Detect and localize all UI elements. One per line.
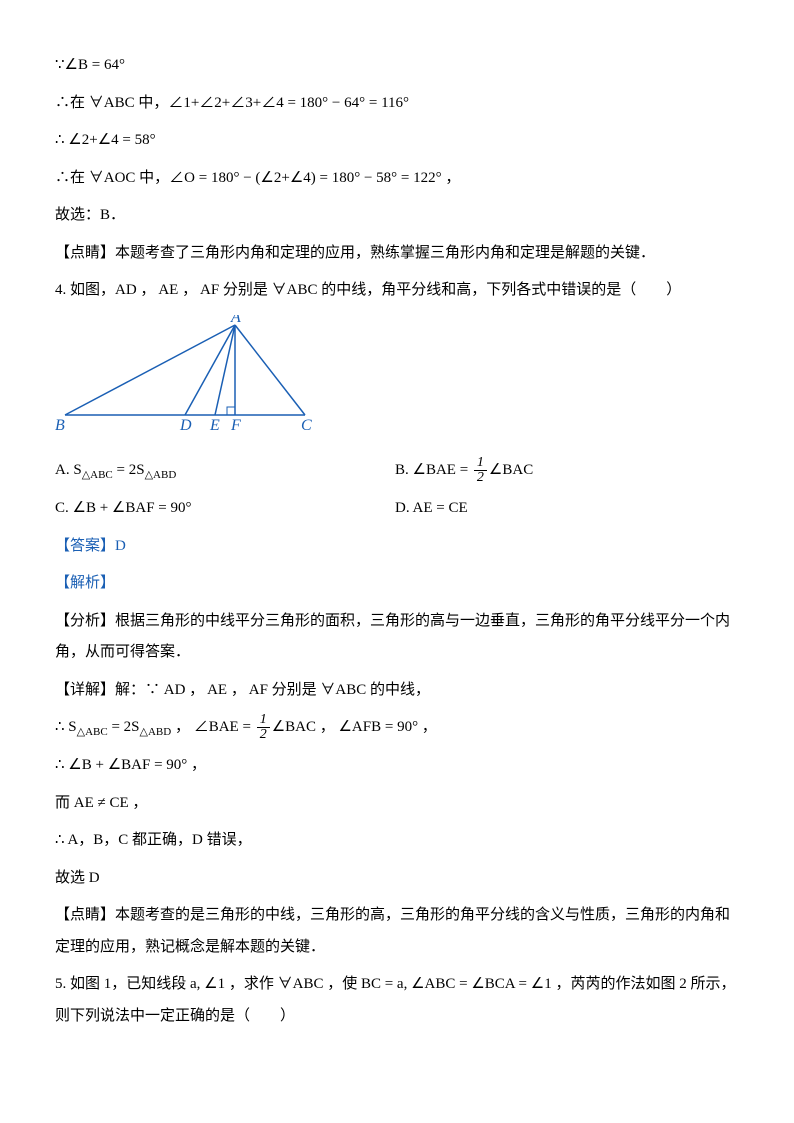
xiangjie: 【详解】解：∵ AD ， AE ， AF 分别是 ∀ABC 的中线， <box>55 675 739 707</box>
math-line: ∴在 ∀AOC 中，∠O = 180° − (∠2+∠4) = 180° − 5… <box>55 163 739 195</box>
frac-num-2: 1 <box>257 713 270 727</box>
frac-den-2: 2 <box>257 727 270 742</box>
equation-5: 故选 D <box>55 863 739 895</box>
math-line: ∴在 ∀ABC 中，∠1+∠2+∠3+∠4 = 180° − 64° = 116… <box>55 88 739 120</box>
eq1-mid: = 2S <box>108 719 140 735</box>
eq1-sub1: △ABC <box>77 726 108 738</box>
svg-text:A: A <box>230 315 241 326</box>
option-a-mid: = 2S <box>113 462 145 478</box>
equation-4: ∴ A，B，C 都正确，D 错误， <box>55 825 739 857</box>
eq1-post: ∠BAC ， ∠AFB = 90° ， <box>272 719 437 735</box>
conclusion: 故选：B． <box>55 200 739 232</box>
equation-3: 而 AE ≠ CE ， <box>55 788 739 820</box>
svg-text:E: E <box>209 417 220 434</box>
option-a: A. S△ABC = 2S△ABD <box>55 455 395 487</box>
jiexi-label: 【解析】 <box>55 568 739 600</box>
option-b: B. ∠BAE = 12∠BAC <box>395 455 739 487</box>
svg-text:B: B <box>55 417 65 434</box>
dianqing: 【点睛】本题考查了三角形内角和定理的应用，熟练掌握三角形内角和定理是解题的关键． <box>55 238 739 270</box>
frac-num: 1 <box>474 456 487 470</box>
eq1-mid2: ， ∠BAE = <box>171 719 254 735</box>
frac-den: 2 <box>474 470 487 485</box>
question-5: 5. 如图 1，已知线段 a, ∠1 ，求作 ∀ABC ，使 BC = a, ∠… <box>55 969 739 1032</box>
question-4: 4. 如图，AD ， AE ， AF 分别是 ∀ABC 的中线，角平分线和高，下… <box>55 275 739 307</box>
svg-text:D: D <box>179 417 192 434</box>
option-b-pre: B. ∠BAE = <box>395 462 472 478</box>
eq1-pre: ∴ S <box>55 719 77 735</box>
option-c: C. ∠B + ∠BAF = 90° <box>55 493 395 525</box>
math-line: ∵∠B = 64° <box>55 50 739 82</box>
math-line: ∴ ∠2+∠4 = 58° <box>55 125 739 157</box>
option-a-sub1: △ABC <box>82 469 113 481</box>
triangle-diagram: A B C DEF <box>55 315 739 448</box>
answer: 【答案】D <box>55 531 739 563</box>
equation-1: ∴ S△ABC = 2S△ABD ， ∠BAE = 12∠BAC ， ∠AFB … <box>55 712 739 744</box>
equation-2: ∴ ∠B + ∠BAF = 90° ， <box>55 750 739 782</box>
svg-text:C: C <box>301 417 312 434</box>
dianqing-2: 【点睛】本题考查的是三角形的中线，三角形的高，三角形的角平分线的含义与性质，三角… <box>55 900 739 963</box>
option-d: D. AE = CE <box>395 493 739 525</box>
option-a-pre: A. S <box>55 462 82 478</box>
fenxi: 【分析】根据三角形的中线平分三角形的面积，三角形的高与一边垂直，三角形的角平分线… <box>55 606 739 669</box>
option-b-post: ∠BAC <box>489 462 533 478</box>
option-a-sub2: △ABD <box>145 469 177 481</box>
eq1-sub2: △ABD <box>140 726 172 738</box>
svg-text:F: F <box>230 417 241 434</box>
